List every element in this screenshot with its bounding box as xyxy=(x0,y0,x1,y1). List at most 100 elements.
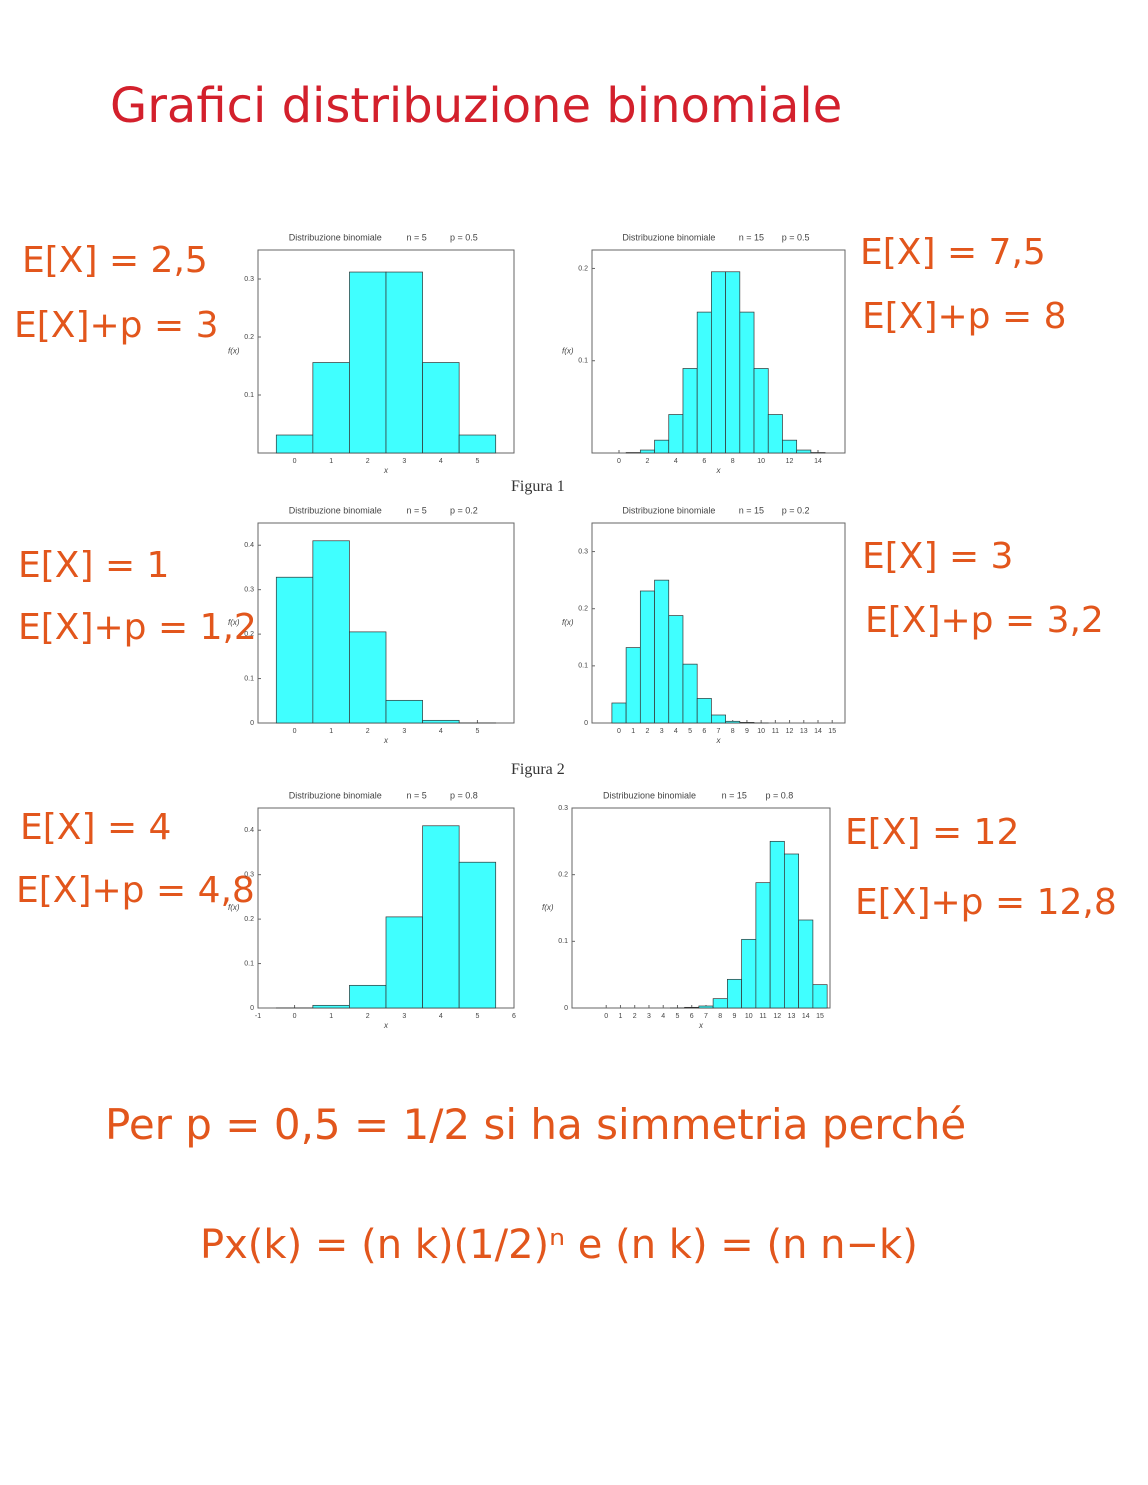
x-tick-label: 15 xyxy=(816,1013,824,1020)
x-tick-label: 5 xyxy=(475,458,479,465)
x-tick-label: 1 xyxy=(329,728,333,735)
x-tick-label: 6 xyxy=(702,728,706,735)
y-tick-label: 0.3 xyxy=(578,548,588,555)
chart-param: p = 0.5 xyxy=(782,232,810,242)
bar xyxy=(639,449,655,454)
chart-title: Distribuzione binomiale xyxy=(622,505,715,515)
chart-param: n = 15 xyxy=(739,505,764,515)
bar xyxy=(625,647,641,724)
chart-param: n = 15 xyxy=(722,790,747,800)
bar xyxy=(458,861,497,1009)
bar xyxy=(682,368,698,454)
chart-title: Distribuzione binomiale xyxy=(289,790,382,800)
x-tick-label: 9 xyxy=(733,1013,737,1020)
x-tick-label: 4 xyxy=(674,458,678,465)
y-tick-label: 0 xyxy=(250,720,254,727)
chart-param: n = 15 xyxy=(739,232,764,242)
chart-param: n = 5 xyxy=(406,505,426,515)
x-tick-label: 0 xyxy=(293,458,297,465)
x-tick-label: 4 xyxy=(439,458,443,465)
x-tick-label: 1 xyxy=(329,1013,333,1020)
y-tick-label: 0.4 xyxy=(244,542,254,549)
x-tick-label: 11 xyxy=(759,1013,766,1020)
bar xyxy=(458,434,497,454)
bar xyxy=(385,699,423,724)
y-tick-label: 0.2 xyxy=(578,606,588,613)
bar xyxy=(712,998,728,1009)
x-tick-label: 7 xyxy=(704,1013,708,1020)
annotation: E[X] = 2,5 xyxy=(22,240,208,281)
annotation: E[X] = 3 xyxy=(862,536,1014,577)
x-tick-label: 4 xyxy=(439,728,443,735)
bar xyxy=(698,1005,714,1009)
x-tick-label: 1 xyxy=(329,458,333,465)
bar xyxy=(639,590,655,724)
x-tick-label: 0 xyxy=(617,458,621,465)
bar xyxy=(767,414,783,454)
x-tick-label: 8 xyxy=(731,458,735,465)
y-tick-label: 0 xyxy=(584,720,588,727)
x-tick-label: 0 xyxy=(293,728,297,735)
bar xyxy=(275,434,314,454)
bar xyxy=(422,825,460,1009)
chart-param: p = 0.8 xyxy=(450,790,478,800)
annotation: E[X] = 7,5 xyxy=(860,232,1046,273)
annotation: E[X]+p = 3,2 xyxy=(865,600,1104,641)
x-tick-label: 6 xyxy=(512,1013,516,1020)
x-tick-label: 10 xyxy=(745,1013,753,1020)
chart-title: Distribuzione binomiale xyxy=(289,232,382,242)
y-tick-label: 0.2 xyxy=(558,872,568,879)
bar xyxy=(796,449,812,454)
chart-title: Distribuzione binomiale xyxy=(289,505,382,515)
x-tick-label: 12 xyxy=(786,728,794,735)
x-tick-label: 8 xyxy=(731,728,735,735)
y-tick-label: 0.2 xyxy=(244,916,254,923)
x-tick-label: 11 xyxy=(772,728,779,735)
bar xyxy=(422,362,460,454)
x-tick-label: 2 xyxy=(645,458,649,465)
bar xyxy=(682,663,698,724)
bar xyxy=(385,271,423,454)
x-tick-label: 4 xyxy=(661,1013,665,1020)
chart-title: Distribuzione binomiale xyxy=(622,232,715,242)
y-tick-label: 0 xyxy=(250,1005,254,1012)
annotation: E[X] = 1 xyxy=(18,545,170,586)
chart-param: p = 0.8 xyxy=(766,790,794,800)
y-tick-label: 0.1 xyxy=(578,358,588,365)
bar xyxy=(312,540,350,724)
y-tick-label: 0.1 xyxy=(558,938,568,945)
chart-param: n = 5 xyxy=(406,790,426,800)
x-tick-label: 2 xyxy=(366,728,370,735)
x-tick-label: 4 xyxy=(439,1013,443,1020)
figure-caption: Figura 1 xyxy=(511,478,565,495)
bar xyxy=(725,271,741,454)
bar xyxy=(741,938,757,1009)
x-tick-label: 9 xyxy=(745,728,749,735)
y-axis-label: f(x) xyxy=(562,347,574,356)
x-tick-label: 5 xyxy=(688,728,692,735)
x-tick-label: 5 xyxy=(676,1013,680,1020)
bar xyxy=(711,714,726,724)
bar xyxy=(696,311,712,454)
notes-title: Grafici distribuzione binomiale xyxy=(110,78,843,134)
bar xyxy=(312,362,350,454)
x-axis-label: x xyxy=(383,736,389,745)
annotation: E[X]+p = 8 xyxy=(862,296,1067,337)
x-axis-label: x xyxy=(698,1021,704,1030)
y-tick-label: 0.3 xyxy=(244,276,254,283)
bar xyxy=(812,984,828,1009)
y-tick-label: 0.4 xyxy=(244,827,254,834)
chart-param: n = 5 xyxy=(406,232,426,242)
bar xyxy=(654,439,670,454)
annotation: E[X] = 4 xyxy=(20,807,172,848)
x-tick-label: 5 xyxy=(475,728,479,735)
bar xyxy=(755,882,771,1009)
chart-param: p = 0.5 xyxy=(450,232,478,242)
annotation: E[X] = 12 xyxy=(845,812,1020,853)
x-tick-label: 5 xyxy=(475,1013,479,1020)
annotation: E[X]+p = 3 xyxy=(14,305,219,346)
y-tick-label: 0.3 xyxy=(244,872,254,879)
bar xyxy=(753,368,769,454)
formula: Px(k) = (n k)(1/2)ⁿ e (n k) = (n n−k) xyxy=(200,1222,918,1268)
